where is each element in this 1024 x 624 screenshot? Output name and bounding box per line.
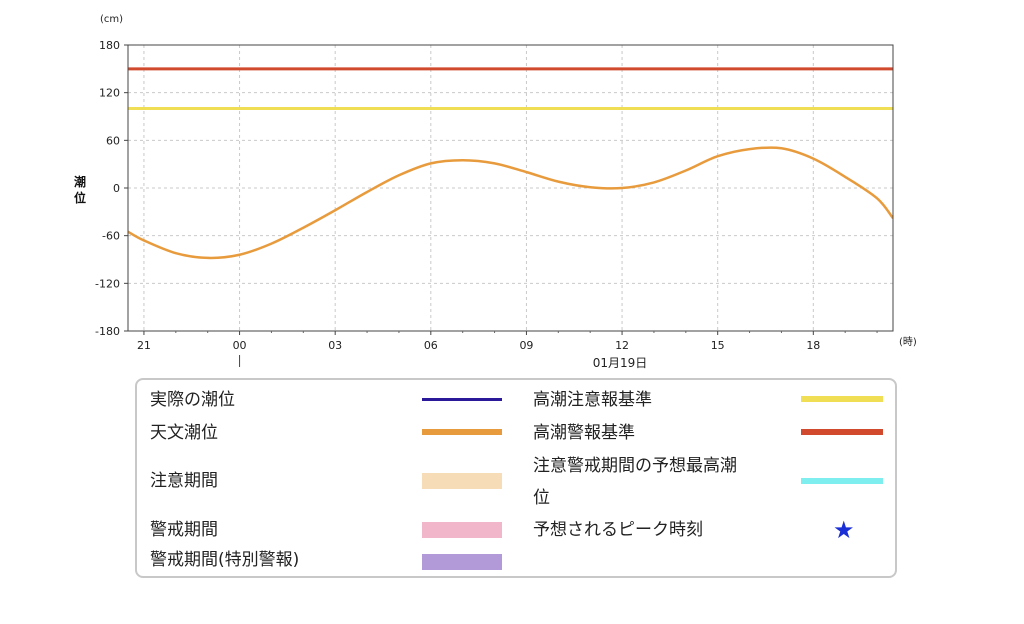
y-tick-label: -60 — [102, 230, 120, 243]
x-tick-label: 09 — [519, 339, 533, 352]
y-ticks: -180 -120 -60 0 60 120 180 — [95, 39, 128, 338]
y-axis-label: 潮位 — [74, 174, 86, 205]
legend-label-astronomical-tide: 天文潮位 — [150, 423, 218, 443]
x-unit-label: (時) — [899, 336, 917, 348]
legend-swatch-astronomical-tide — [422, 429, 502, 435]
legend-label-actual-tide: 実際の潮位 — [150, 390, 235, 410]
grid — [128, 45, 893, 331]
legend-label-warning-period: 警戒期間 — [150, 520, 218, 540]
date-label: 01月19日 — [593, 356, 648, 370]
y-tick-label: -180 — [95, 325, 120, 338]
legend-label-high-tide-advisory: 高潮注意報基準 — [533, 390, 652, 410]
tide-chart: -180 -120 -60 0 60 120 180 21 00 03 06 09 12 15 18 (c… — [74, 14, 917, 370]
x-tick-label: 21 — [137, 339, 151, 352]
x-tick-label: 03 — [328, 339, 342, 352]
legend-label-high-tide-warning: 高潮警報基準 — [533, 423, 635, 443]
y-tick-label: 0 — [113, 182, 120, 195]
legend-swatch-high-tide-advisory — [801, 396, 883, 402]
y-unit-label: (cm) — [100, 14, 123, 25]
x-tick-label: 06 — [424, 339, 438, 352]
y-tick-label: 180 — [99, 39, 120, 52]
legend-label-special-warning-period: 警戒期間(特別警報) — [150, 550, 300, 570]
x-ticks: 21 00 03 06 09 12 15 18 — [137, 331, 878, 352]
legend-label-forecast-max-tide-line2: 位 — [533, 488, 550, 508]
legend-label-forecast-max-tide-line1: 注意警戒期間の予想最高潮 — [533, 456, 737, 476]
series — [128, 146, 893, 260]
x-tick-label: 00 — [233, 339, 247, 352]
legend-swatch-warning-period — [422, 522, 502, 538]
legend-label-caution-period: 注意期間 — [150, 471, 218, 491]
legend-swatch-caution-period — [422, 473, 502, 489]
series-line-astronomical-tide — [128, 146, 893, 260]
y-tick-label: 120 — [99, 87, 120, 100]
legend-swatch-special-warning-period — [422, 554, 502, 570]
x-tick-label: 18 — [806, 339, 820, 352]
legend-label-forecast-peak-time: 予想されるピーク時刻 — [533, 520, 703, 540]
x-tick-label: 15 — [711, 339, 725, 352]
reference-lines — [128, 67, 893, 111]
star-icon: ★ — [833, 516, 855, 544]
legend-swatch-high-tide-warning — [801, 429, 883, 435]
legend: 実際の潮位 天文潮位 注意期間 警戒期間 警戒期間(特別警報) 高潮注意報基準 … — [135, 378, 897, 578]
legend-swatch-forecast-max-tide — [801, 478, 883, 484]
x-tick-label: 12 — [615, 339, 629, 352]
y-tick-label: 60 — [106, 134, 120, 147]
y-tick-label: -120 — [95, 277, 120, 290]
legend-swatch-actual-tide — [422, 398, 502, 401]
